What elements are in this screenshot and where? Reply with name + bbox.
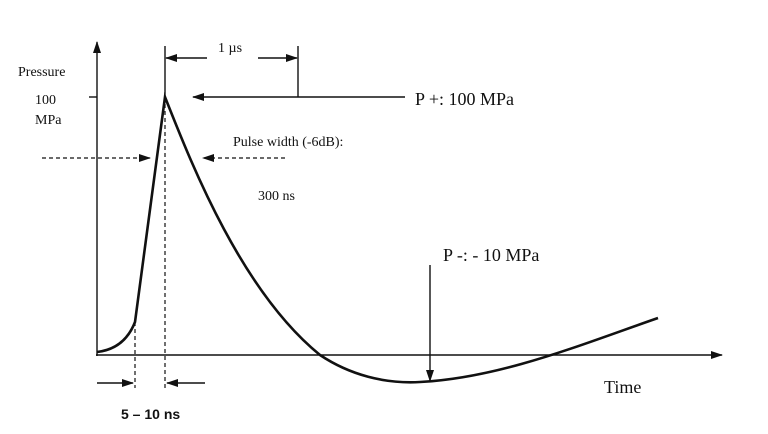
p-plus-label: P +: 100 MPa [415,89,514,109]
peak-value: 100 [35,93,56,108]
pulse-width-value: 300 ns [258,189,295,204]
axes [89,41,723,359]
x-axis-label: Time [604,377,641,397]
period-label: 1 µs [218,41,242,56]
pressure-curve [96,91,659,384]
peak-unit: MPa [35,113,62,128]
y-axis-label: Pressure [18,65,65,80]
pulse-width-label: Pulse width (-6dB): [233,135,343,150]
p-minus-label: P -: - 10 MPa [443,245,539,265]
rise-time-label: 5 – 10 ns [121,406,180,422]
